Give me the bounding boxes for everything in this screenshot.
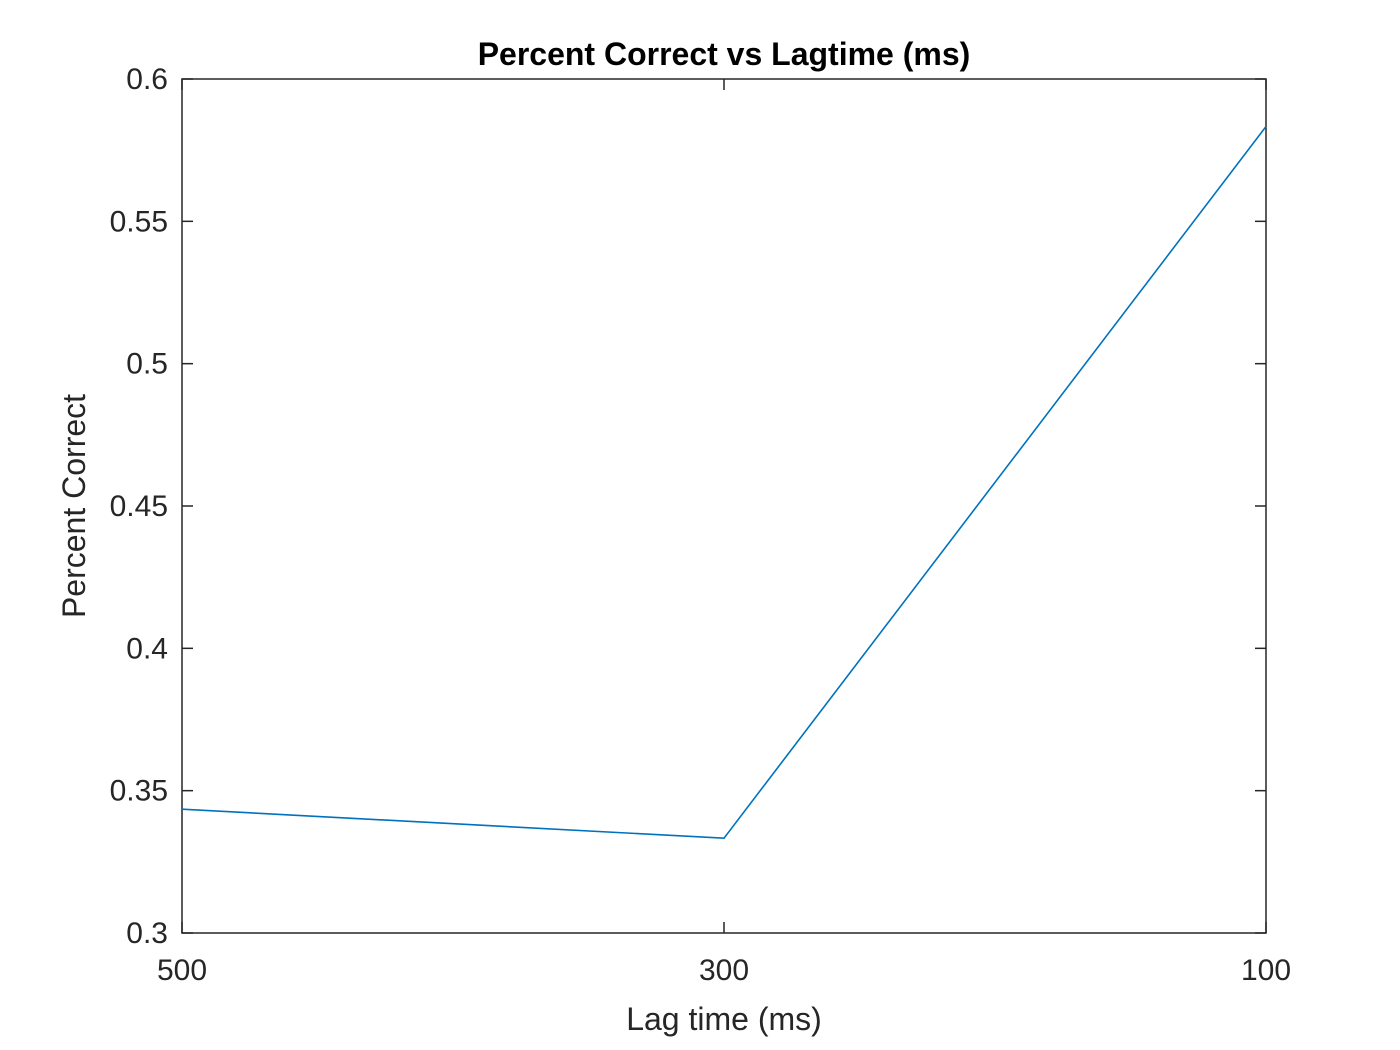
x-tick-label: 300 — [699, 954, 749, 987]
y-tick-label: 0.55 — [110, 205, 168, 238]
x-tick-label: 100 — [1241, 954, 1291, 987]
x-tick-label: 500 — [157, 954, 207, 987]
y-tick-label: 0.4 — [126, 632, 168, 665]
y-tick-label: 0.6 — [126, 63, 168, 96]
series-layer — [181, 126, 1267, 840]
y-axis-label: Percent Correct — [56, 394, 92, 618]
axis-ticks — [181, 78, 1267, 934]
axes-box — [181, 78, 1267, 934]
y-tick-label: 0.3 — [126, 917, 168, 950]
y-tick-label: 0.45 — [110, 490, 168, 523]
chart-title: Percent Correct vs Lagtime (ms) — [478, 36, 971, 72]
tick-labels: 0.3 0.35 0.4 0.45 0.5 0.55 0.6 500 300 100 — [110, 63, 1291, 987]
x-axis-label: Lag time (ms) — [626, 1001, 822, 1037]
y-tick-label: 0.35 — [110, 775, 168, 808]
series-line — [181, 126, 1267, 840]
y-tick-label: 0.5 — [126, 348, 168, 381]
